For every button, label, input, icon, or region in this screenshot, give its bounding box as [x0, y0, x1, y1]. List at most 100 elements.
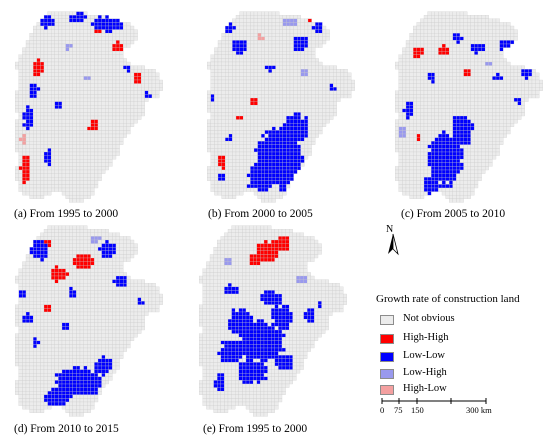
- map-cell: [297, 112, 301, 117]
- map-cell: [405, 87, 410, 91]
- map-cell: [506, 90, 511, 95]
- map-cell: [79, 65, 84, 70]
- map-cell: [43, 144, 48, 149]
- map-cell: [304, 105, 309, 109]
- map-cell: [243, 40, 247, 45]
- map-cell: [300, 155, 305, 160]
- map-cell: [495, 112, 500, 117]
- map-cell: [315, 97, 319, 102]
- map-cell: [33, 54, 37, 59]
- map-cell: [438, 22, 443, 27]
- map-cell: [441, 83, 446, 88]
- map-cell: [210, 169, 215, 174]
- map-cell: [264, 198, 269, 203]
- map-cell: [97, 65, 102, 70]
- map-cell: [94, 268, 99, 273]
- map-cell: [25, 112, 30, 117]
- map-cell: [441, 87, 446, 91]
- map-cell: [449, 173, 453, 178]
- map-cell: [151, 94, 156, 99]
- map-cell: [304, 72, 309, 77]
- map-cell: [264, 18, 269, 23]
- map-cell: [214, 76, 219, 81]
- map-cell: [18, 141, 23, 145]
- map-cell: [90, 130, 95, 135]
- map-cell: [40, 243, 45, 248]
- map-cell: [243, 43, 247, 48]
- map-cell: [452, 25, 457, 30]
- map-cell: [141, 105, 145, 109]
- map-cell: [268, 126, 273, 131]
- map-cell: [300, 108, 305, 113]
- map-cell: [311, 83, 316, 88]
- map-cell: [25, 177, 30, 181]
- map-cell: [155, 72, 160, 77]
- map-cell: [221, 126, 226, 131]
- map-cell: [402, 47, 407, 52]
- map-cell: [36, 166, 41, 171]
- map-cell: [402, 101, 407, 106]
- map-cell: [123, 133, 127, 138]
- map-cell: [275, 94, 280, 99]
- map-cell: [97, 247, 102, 251]
- map-cell: [257, 112, 262, 117]
- map-cell: [58, 187, 63, 192]
- map-cell: [126, 239, 131, 244]
- map-cell: [275, 40, 280, 45]
- map-cell: [333, 69, 337, 73]
- map-cell: [282, 65, 287, 70]
- map-cell: [470, 148, 475, 153]
- map-cell: [22, 119, 27, 124]
- map-cell: [413, 40, 417, 45]
- map-cell: [72, 239, 77, 244]
- map-cell: [293, 25, 298, 30]
- map-cell: [474, 76, 479, 81]
- map-cell: [210, 112, 215, 117]
- map-cell: [108, 243, 113, 248]
- map-cell: [250, 151, 255, 156]
- map-cell: [87, 166, 91, 171]
- map-cell: [427, 33, 432, 37]
- map-cell: [43, 79, 48, 84]
- map-cell: [506, 43, 511, 48]
- map-cell: [261, 108, 265, 113]
- map-cell: [413, 148, 417, 153]
- map-cell: [15, 65, 19, 70]
- map-cell: [225, 191, 229, 196]
- map-cell: [438, 133, 443, 138]
- map-cell: [126, 119, 131, 124]
- map-cell: [61, 148, 66, 153]
- map-cell: [83, 180, 88, 185]
- map-cell: [423, 169, 428, 174]
- map-cell: [225, 101, 229, 106]
- map-cell: [329, 105, 334, 109]
- map-cell: [488, 105, 493, 109]
- map-cell: [225, 76, 229, 81]
- map-cell: [405, 61, 410, 66]
- map-cell: [25, 76, 30, 81]
- map-cell: [18, 155, 23, 160]
- map-cell: [101, 79, 106, 84]
- map-cell: [36, 97, 41, 102]
- map-cell: [58, 101, 63, 106]
- map-cell: [112, 265, 117, 269]
- map-cell: [47, 243, 52, 248]
- map-cell: [431, 105, 435, 109]
- map-cell: [207, 148, 211, 153]
- map-cell: [275, 18, 280, 23]
- map-cell: [36, 130, 41, 135]
- map-cell: [83, 148, 88, 153]
- map-cell: [420, 191, 425, 196]
- map-cell: [456, 133, 461, 138]
- map-cell: [481, 94, 486, 99]
- map-cell: [474, 94, 479, 99]
- map-cell: [416, 72, 421, 77]
- map-cell: [47, 250, 52, 255]
- map-cell: [524, 87, 529, 91]
- map-cell: [54, 155, 59, 160]
- map-cell: [282, 166, 287, 171]
- map-cell: [97, 268, 102, 273]
- map-cell: [459, 144, 464, 149]
- map-cell: [405, 43, 410, 48]
- map-cell: [250, 87, 255, 91]
